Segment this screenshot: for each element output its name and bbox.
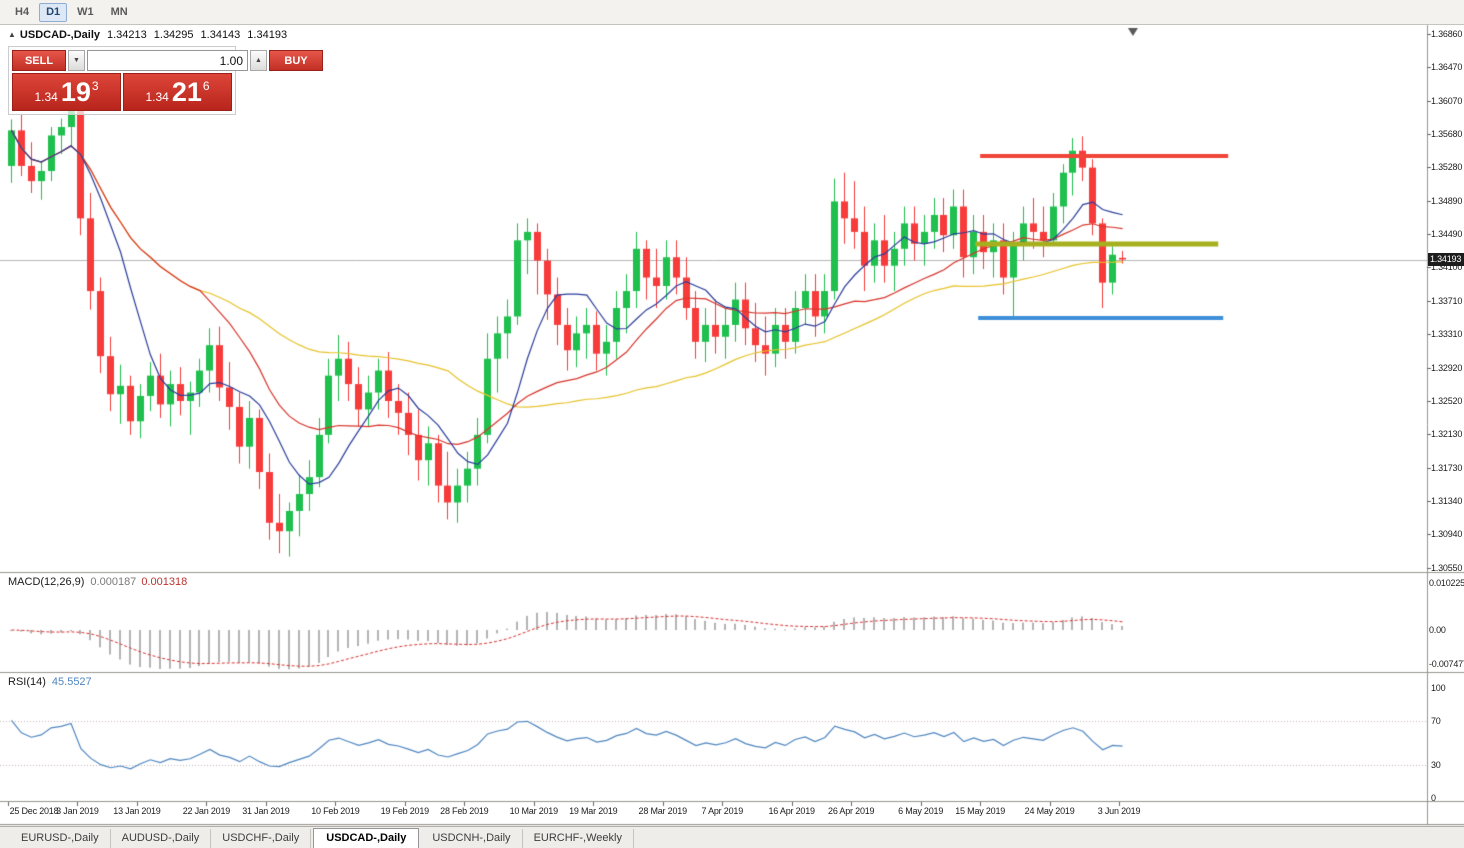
chart-tab-usdcnh-daily[interactable]: USDCNH-,Daily xyxy=(421,828,523,848)
sell-price-tile[interactable]: 1.34 19 3 xyxy=(12,73,121,111)
rsi-name: RSI(14) xyxy=(8,676,46,688)
chart-tab-audusd-daily[interactable]: AUDUSD-,Daily xyxy=(111,828,212,848)
chart-tab-usdcad-daily[interactable]: USDCAD-,Daily xyxy=(313,827,420,848)
one-click-trading-panel: SELL ▼ ▲ BUY 1.34 19 3 1.34 21 6 xyxy=(8,46,323,115)
chart-tab-eurchf-weekly[interactable]: EURCHF-,Weekly xyxy=(523,828,634,848)
timeframe-button-mn[interactable]: MN xyxy=(110,5,128,18)
timeframe-button-d1[interactable]: D1 xyxy=(39,2,68,22)
ohlc-low: 1.34143 xyxy=(200,29,241,41)
buy-button[interactable]: BUY xyxy=(269,50,323,71)
volume-input[interactable] xyxy=(87,50,248,71)
buy-price-sup: 6 xyxy=(202,79,210,93)
timeframe-toolbar: H4 D1 W1 MN xyxy=(0,0,1464,25)
buy-price-big: 21 xyxy=(171,76,202,107)
sell-button[interactable]: SELL xyxy=(12,50,66,71)
sell-price-sup: 3 xyxy=(91,79,99,93)
macd-name: MACD(12,26,9) xyxy=(8,576,85,588)
symbol-ohlc-header: ▲ USDCAD-,Daily 1.34213 1.34295 1.34143 1.341… xyxy=(8,29,287,41)
bid-price-badge: 1.34193 xyxy=(1428,253,1464,266)
buy-price-tile[interactable]: 1.34 21 6 xyxy=(123,73,232,111)
chart-tab-bar: EURUSD-,Daily AUDUSD-,Daily USDCHF-,Daily U… xyxy=(0,826,1464,848)
timeframe-button-h4[interactable]: H4 xyxy=(15,5,30,18)
ohlc-close: 1.34193 xyxy=(247,29,288,41)
macd-main-value: 0.000187 xyxy=(90,576,137,588)
symbol-title: USDCAD-,Daily xyxy=(19,29,100,41)
volume-increase-button[interactable]: ▲ xyxy=(250,50,267,71)
rsi-indicator-label: RSI(14) 45.5527 xyxy=(8,676,92,688)
rsi-value: 45.5527 xyxy=(51,676,92,688)
sell-price-big: 19 xyxy=(60,76,91,107)
timeframe-button-w1[interactable]: W1 xyxy=(77,5,94,18)
ohlc-high: 1.34295 xyxy=(153,29,194,41)
chart-tab-eurusd-daily[interactable]: EURUSD-,Daily xyxy=(10,828,111,848)
buy-price-prefix: 1.34 xyxy=(145,90,169,104)
macd-signal-value: 0.001318 xyxy=(141,576,188,588)
volume-decrease-button[interactable]: ▼ xyxy=(68,50,85,71)
sell-price-prefix: 1.34 xyxy=(34,90,58,104)
chart-tab-usdchf-daily[interactable]: USDCHF-,Daily xyxy=(211,828,312,848)
macd-indicator-label: MACD(12,26,9) 0.000187 0.001318 xyxy=(8,576,187,588)
ohlc-open: 1.34213 xyxy=(107,29,147,41)
collapse-arrow-icon[interactable]: ▲ xyxy=(8,30,16,39)
